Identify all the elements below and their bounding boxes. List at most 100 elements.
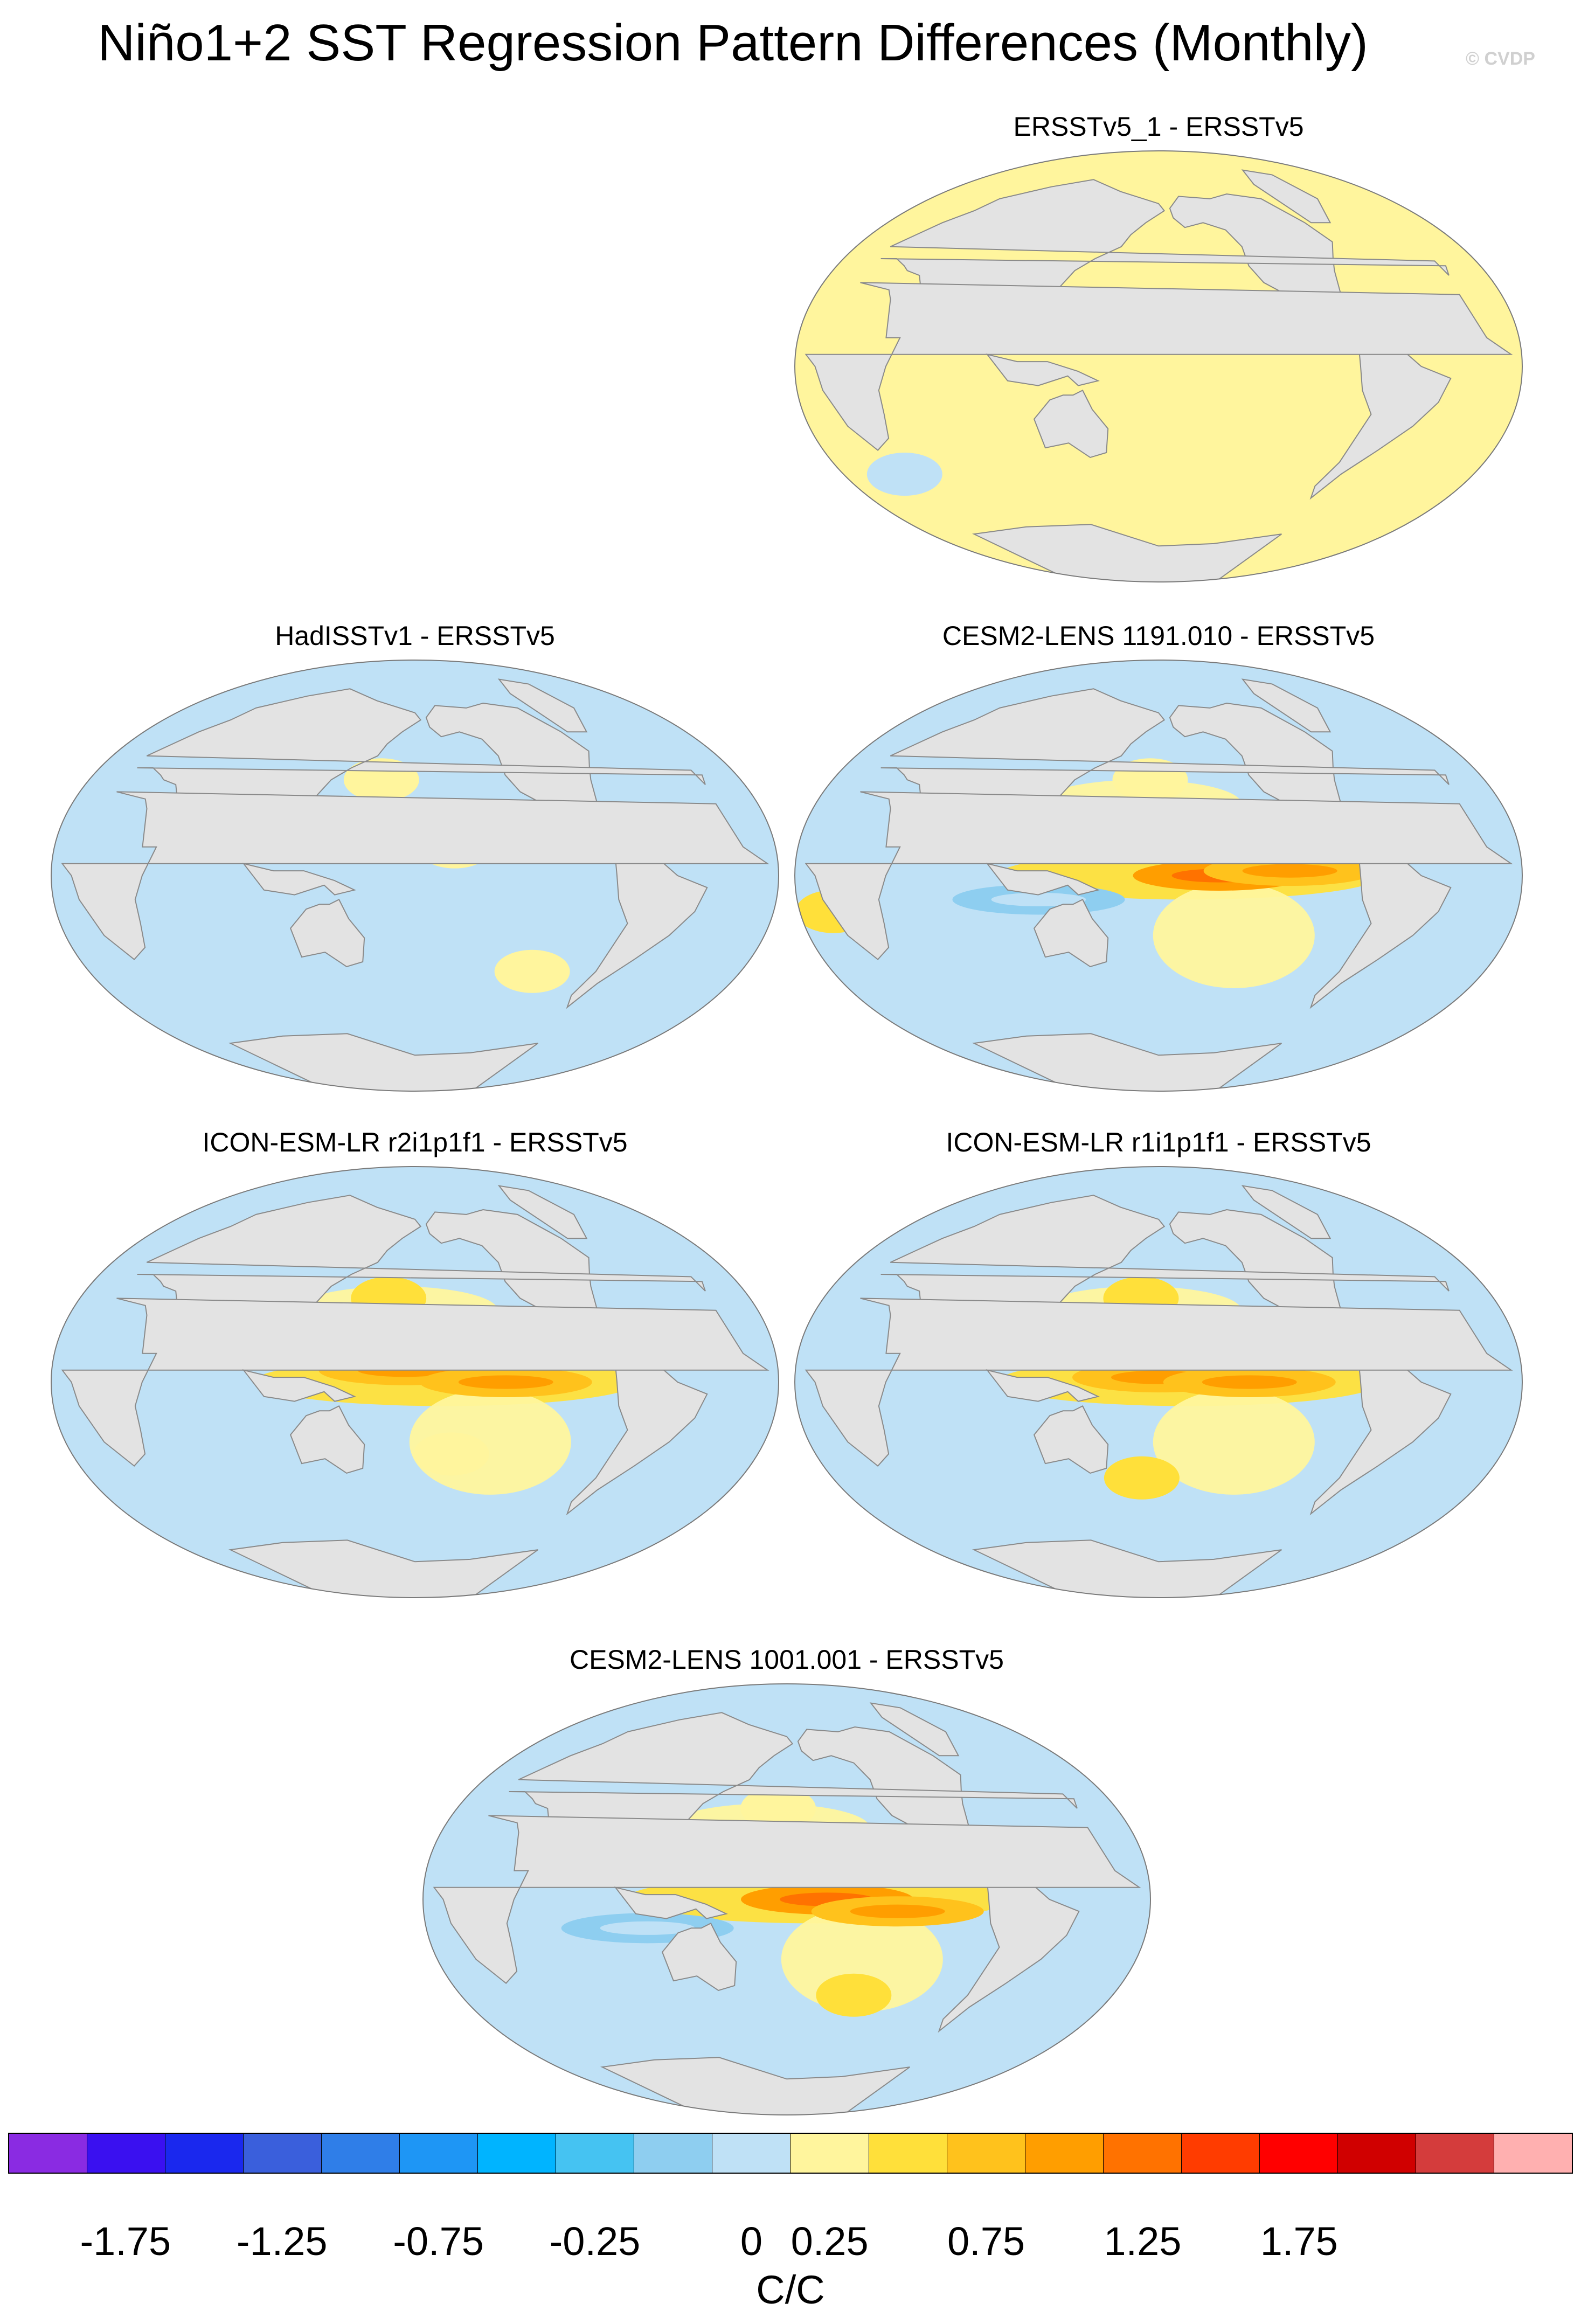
anomaly-band [1153, 1389, 1315, 1495]
colorbar-swatch [165, 2134, 244, 2173]
land-africa [805, 791, 1513, 960]
land-antarctica [228, 1539, 538, 1598]
land-australia [1033, 1405, 1109, 1474]
colorbar-swatch [478, 2134, 557, 2173]
colorbar-swatch [556, 2134, 635, 2173]
panel-title: HadISSTv1 - ERSSTv5 [275, 621, 555, 651]
map-panel: ERSSTv5_1 - ERSSTv5 [792, 110, 1525, 585]
anomaly-field [805, 1185, 1513, 1598]
land-greenland [497, 1185, 588, 1239]
land-greenland [497, 678, 588, 733]
land-greenland [869, 1702, 960, 1757]
anomaly-field [61, 1185, 769, 1598]
land-antarctica [228, 1033, 538, 1091]
world-map [422, 1683, 1151, 2115]
figure-title: Niño1+2 SST Regression Pattern Differenc… [98, 14, 1368, 72]
land-south-america [566, 1352, 708, 1516]
colorbar-swatch [790, 2134, 869, 2173]
colorbar-tick-label: 1.75 [1260, 2219, 1338, 2264]
land-africa [433, 1815, 1141, 1984]
map-border [51, 660, 779, 1092]
land-south-america [1309, 1352, 1452, 1516]
map-panel: ICON-ESM-LR r2i1p1f1 - ERSSTv5 [48, 1126, 781, 1600]
colorbar-swatch [634, 2134, 713, 2173]
panel-title: ICON-ESM-LR r2i1p1f1 - ERSSTv5 [202, 1127, 628, 1157]
colorbar-swatch [947, 2134, 1025, 2173]
anomaly-feature [866, 453, 942, 496]
colorbar-swatch [9, 2134, 88, 2173]
colorbar-swatch [1103, 2134, 1182, 2173]
land-indonesia [986, 1369, 1100, 1402]
colorbar-tick-label: -1.75 [80, 2219, 171, 2264]
map-border [51, 1166, 779, 1598]
land-south-america [1309, 846, 1452, 1009]
land-greenland [1241, 1185, 1332, 1239]
colorbar-unit-label: C/C [756, 2267, 825, 2312]
land-greenland [1241, 678, 1332, 733]
anomaly-field [805, 169, 1513, 582]
map-border [794, 660, 1523, 1092]
colorbar-swatch [400, 2134, 479, 2173]
world-map [794, 1166, 1523, 1598]
land-africa [61, 1298, 769, 1467]
colorbar-swatch [1181, 2134, 1260, 2173]
colorbar-swatch [244, 2134, 322, 2173]
colorbar-swatch [869, 2134, 947, 2173]
anomaly-feature [494, 949, 570, 993]
anomaly-band [1153, 883, 1315, 988]
anomaly-feature [1104, 1456, 1180, 1500]
map-panel: CESM2-LENS 1001.001 - ERSSTv5 [420, 1643, 1153, 2118]
land-antarctica [600, 2057, 910, 2115]
land-africa [805, 1298, 1513, 1467]
anomaly-feature [457, 878, 533, 921]
panel-title: CESM2-LENS 1191.010 - ERSSTv5 [942, 621, 1375, 651]
map-border [422, 1683, 1151, 2115]
land-antarctica [972, 1033, 1282, 1091]
colorbar-swatch [322, 2134, 400, 2173]
colorbar-swatch [1416, 2134, 1494, 2173]
world-map [794, 660, 1523, 1092]
colorbar-tick-label: -1.25 [236, 2219, 328, 2264]
panel-title: ICON-ESM-LR r1i1p1f1 - ERSSTv5 [946, 1127, 1371, 1157]
colorbar-swatch [1259, 2134, 1338, 2173]
world-map [794, 150, 1523, 582]
anomaly-field [433, 1702, 1141, 2115]
panel-title: CESM2-LENS 1001.001 - ERSSTv5 [570, 1645, 1004, 1675]
anomaly-field [795, 678, 1513, 1091]
land-antarctica [972, 524, 1282, 582]
land-south-america [566, 846, 708, 1009]
land-australia [1033, 390, 1109, 458]
anomaly-feature [413, 1432, 489, 1476]
colorbar-tick-label: 0.75 [947, 2219, 1025, 2264]
land-indonesia [242, 863, 356, 896]
anomaly-core [600, 1921, 695, 1935]
anomaly-core [458, 1375, 553, 1389]
colorbar-swatch [712, 2134, 791, 2173]
world-map [51, 660, 779, 1092]
land-south-america [1309, 337, 1452, 500]
colorbar-swatch [1337, 2134, 1416, 2173]
map-panel: ICON-ESM-LR r1i1p1f1 - ERSSTv5 [792, 1126, 1525, 1600]
colorbar-swatch [1494, 2134, 1572, 2173]
anomaly-core [1202, 1375, 1297, 1389]
credit-watermark: © CVDP [1466, 48, 1535, 69]
panel-title: ERSSTv5_1 - ERSSTv5 [1013, 112, 1304, 142]
anomaly-feature [740, 1787, 816, 1830]
land-africa [805, 282, 1513, 451]
colorbar-swatch [1025, 2134, 1104, 2173]
colorbar-tick-label: -0.25 [549, 2219, 641, 2264]
land-africa [61, 791, 769, 960]
land-south-america [938, 1870, 1080, 2033]
anomaly-field [61, 678, 769, 1091]
map-panel: HadISSTv1 - ERSSTv5 [48, 620, 781, 1094]
colorbar [8, 2133, 1573, 2174]
land-indonesia [986, 863, 1100, 896]
colorbar-swatch [87, 2134, 166, 2173]
colorbar-tick-label: -0.75 [393, 2219, 484, 2264]
colorbar-tick-label: 0.25 [790, 2219, 869, 2264]
land-greenland [1241, 169, 1332, 224]
map-panel: CESM2-LENS 1191.010 - ERSSTv5 [792, 620, 1525, 1094]
colorbar-swatches [8, 2133, 1573, 2174]
anomaly-feature [908, 1408, 984, 1452]
anomaly-feature [816, 1973, 892, 2017]
